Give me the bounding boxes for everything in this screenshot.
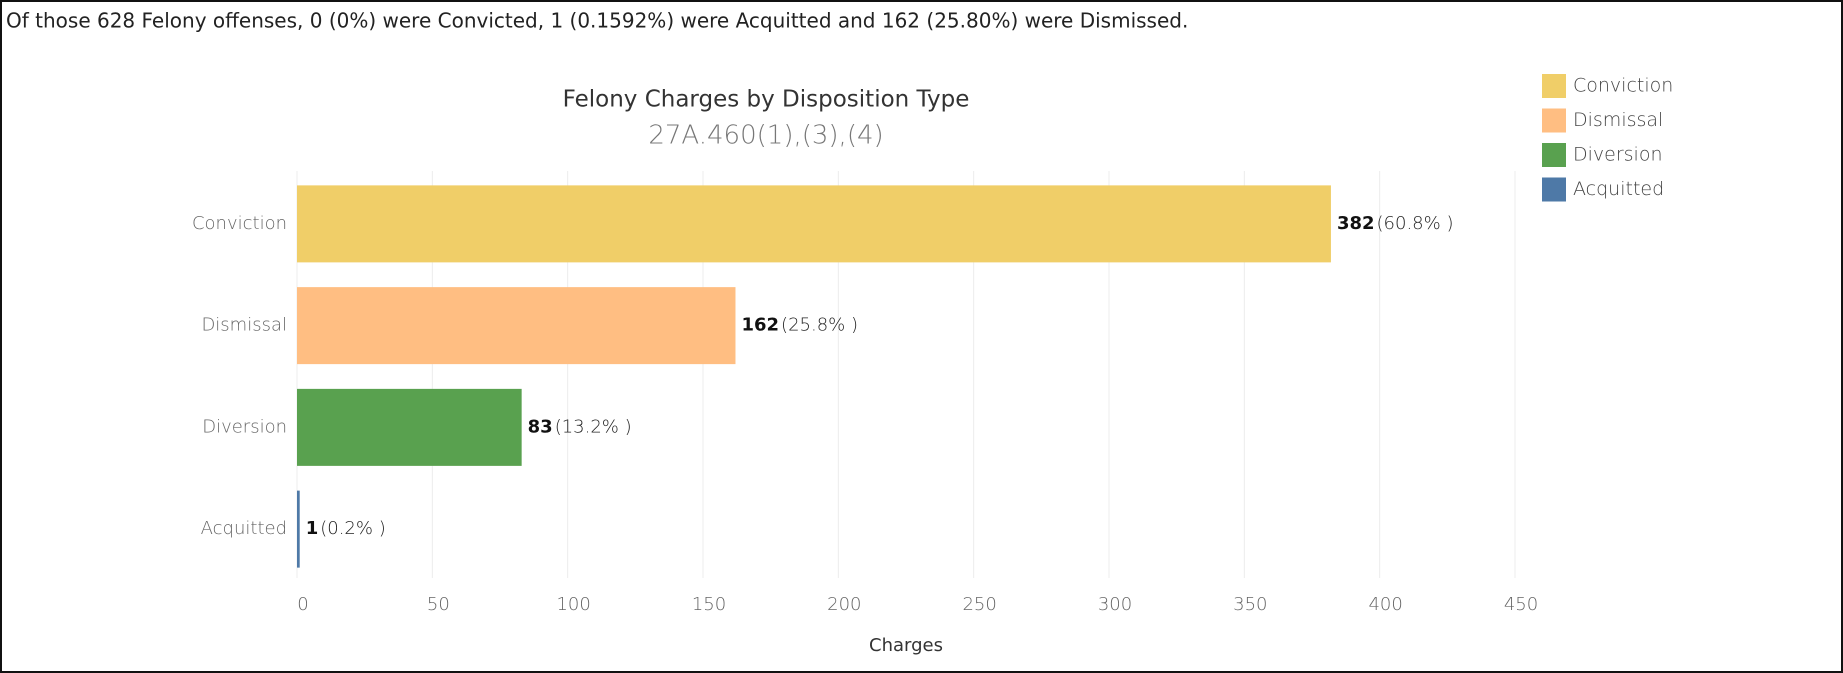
value-label: 1 — [306, 518, 319, 539]
x-tick-label: 100 — [556, 594, 590, 615]
percent-label: (13.2% ) — [555, 416, 632, 437]
x-tick-label: 0 — [297, 594, 308, 615]
legend-label: Diversion — [1573, 144, 1663, 166]
legend-label: Acquitted — [1573, 178, 1664, 200]
x-tick-label: 400 — [1368, 594, 1402, 615]
y-tick-label: Conviction — [192, 213, 287, 234]
chart-title: Felony Charges by Disposition Type — [563, 87, 970, 113]
x-tick-label: 200 — [827, 594, 861, 615]
percent-label: (0.2% ) — [320, 518, 386, 539]
value-label: 83 — [528, 416, 553, 437]
x-tick-label: 50 — [427, 594, 450, 615]
percent-label: (25.8% ) — [781, 315, 858, 336]
legend-swatch — [1542, 177, 1566, 202]
x-tick-label: 150 — [692, 594, 726, 615]
chart-subtitle: 27A.460(1),(3),(4) — [648, 121, 883, 151]
y-tick-label: Diversion — [202, 416, 287, 437]
bar — [297, 287, 736, 365]
x-tick-label: 350 — [1233, 594, 1267, 615]
legend-swatch — [1542, 143, 1566, 167]
x-tick-label: 250 — [962, 594, 996, 615]
value-label: 382 — [1337, 213, 1375, 234]
bar — [297, 490, 300, 568]
percent-label: (60.8% ) — [1377, 213, 1454, 234]
bar — [297, 185, 1331, 263]
x-tick-label: 450 — [1504, 594, 1538, 615]
value-label: 162 — [741, 315, 779, 336]
bar — [297, 388, 522, 466]
x-tick-label: 300 — [1098, 594, 1132, 615]
legend-label: Conviction — [1573, 75, 1673, 97]
x-axis-label: Charges — [869, 635, 943, 656]
legend-swatch — [1542, 108, 1566, 133]
legend-swatch — [1542, 74, 1566, 98]
y-tick-label: Acquitted — [201, 518, 287, 539]
y-tick-label: Dismissal — [201, 315, 287, 336]
legend-label: Dismissal — [1573, 109, 1663, 131]
caption: Of those 628 Felony offenses, 0 (0%) wer… — [6, 9, 1188, 33]
